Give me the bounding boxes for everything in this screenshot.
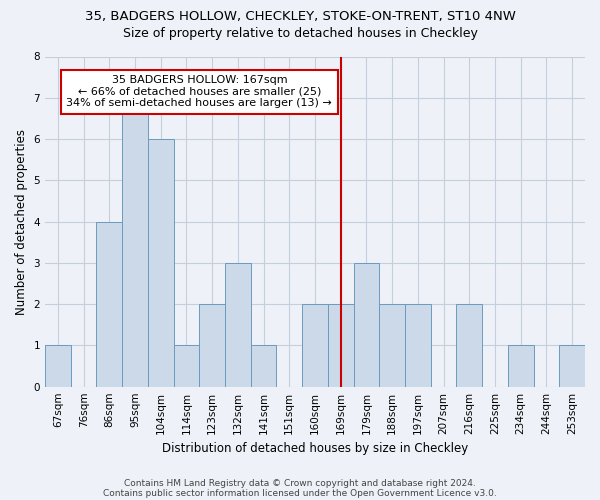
Bar	[225, 263, 251, 386]
Bar	[251, 346, 277, 387]
Text: Contains public sector information licensed under the Open Government Licence v3: Contains public sector information licen…	[103, 488, 497, 498]
Bar	[199, 304, 225, 386]
Text: 35, BADGERS HOLLOW, CHECKLEY, STOKE-ON-TRENT, ST10 4NW: 35, BADGERS HOLLOW, CHECKLEY, STOKE-ON-T…	[85, 10, 515, 23]
Bar	[379, 304, 405, 386]
Bar	[97, 222, 122, 386]
Text: Contains HM Land Registry data © Crown copyright and database right 2024.: Contains HM Land Registry data © Crown c…	[124, 478, 476, 488]
X-axis label: Distribution of detached houses by size in Checkley: Distribution of detached houses by size …	[162, 442, 468, 455]
Y-axis label: Number of detached properties: Number of detached properties	[15, 128, 28, 314]
Bar	[457, 304, 482, 386]
Bar	[353, 263, 379, 386]
Text: Size of property relative to detached houses in Checkley: Size of property relative to detached ho…	[122, 28, 478, 40]
Bar	[405, 304, 431, 386]
Bar	[328, 304, 353, 386]
Bar	[122, 98, 148, 386]
Bar	[173, 346, 199, 387]
Bar	[45, 346, 71, 387]
Bar	[559, 346, 585, 387]
Text: 35 BADGERS HOLLOW: 167sqm
← 66% of detached houses are smaller (25)
34% of semi-: 35 BADGERS HOLLOW: 167sqm ← 66% of detac…	[67, 75, 332, 108]
Bar	[148, 139, 173, 386]
Bar	[302, 304, 328, 386]
Bar	[508, 346, 533, 387]
